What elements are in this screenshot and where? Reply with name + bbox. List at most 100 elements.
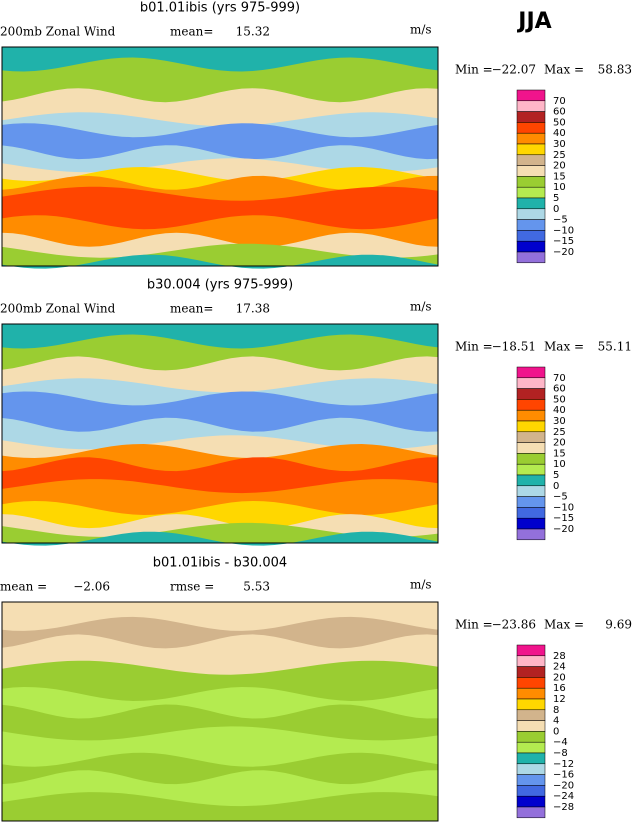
map-frame [1,601,439,822]
min-value: −23.86 [492,618,536,632]
colorbar-box [516,763,546,775]
colorbar-label: 5 [553,193,559,204]
colorbar-label: −4 [553,737,568,748]
colorbar-box [516,774,546,786]
colorbar-label: 12 [553,694,566,705]
colorbar-box [516,122,546,134]
colorbar-label: 15 [553,448,566,459]
colorbar-box [516,655,546,667]
max-label: Max = [544,618,584,632]
min-label: Min = [455,63,493,77]
max-value: 55.11 [598,340,632,354]
colorbar-box [516,752,546,765]
stat-label: mean= [170,302,213,316]
colorbar-box [516,806,546,819]
colorbar-label: 60 [553,107,566,118]
stat-value: −2.06 [73,580,110,594]
colorbar-label: −20 [553,524,574,535]
panel-title: b01.01ibis - b30.004 [153,556,287,571]
colorbar-label: −20 [553,247,574,258]
colorbar-box [516,197,546,210]
map-frame [1,323,439,544]
colorbar-label: 28 [553,651,566,662]
colorbar-label: −28 [553,802,574,813]
colorbar-label: 70 [553,96,566,107]
colorbar-box [516,741,546,754]
colorbar-label: 25 [553,427,566,438]
colorbar-label: 0 [553,726,559,737]
stat-value: 17.38 [236,302,270,316]
colorbar-box [516,420,546,433]
variable: 200mb Zonal Wind [0,302,116,316]
colorbar-box [516,409,546,422]
max-value: 58.83 [598,63,632,77]
colorbar-box [516,431,546,443]
colorbar-box [516,186,546,199]
colorbar-label: −8 [553,748,568,759]
colorbar-label: 5 [553,470,559,481]
colorbar-box [516,132,546,145]
colorbar-box [516,507,546,519]
stat-value: 15.32 [236,25,270,39]
colorbar-label: 20 [553,438,566,449]
variable: 200mb Zonal Wind [0,25,116,39]
colorbar-box [516,442,546,454]
min-value: −22.07 [492,63,536,77]
colorbar-box [516,176,546,188]
colorbar-label: 30 [553,139,566,150]
units: m/s [410,578,432,592]
colorbar-label: −5 [553,492,568,503]
colorbar-label: −15 [553,236,574,247]
colorbar-box [516,687,546,700]
colorbar-box [516,485,546,497]
colorbar-box [516,720,546,732]
colorbar-box [516,165,546,177]
colorbar-box [516,528,546,541]
colorbar-box [516,251,546,264]
colorbar-box [516,377,546,389]
colorbar-box [516,474,546,487]
colorbar-label: −12 [553,759,574,770]
colorbar-box [516,89,546,102]
map [1,323,439,546]
contour-band [2,254,438,269]
colorbar-label: 0 [553,481,559,492]
colorbar-box [516,677,546,689]
colorbar-label: 70 [553,373,566,384]
colorbar-box [516,399,546,411]
colorbar-label: 10 [553,182,566,193]
colorbar-label: −20 [553,780,574,791]
stat-label: mean = [0,580,47,594]
colorbar-box [516,709,546,721]
colorbar-box [516,496,546,508]
units: m/s [410,23,432,37]
units: m/s [410,300,432,314]
colorbar-label: −10 [553,225,574,236]
colorbar-box [516,795,546,808]
colorbar-box [516,644,546,657]
colorbar-box [516,230,546,242]
stat2-label: rmse = [170,580,214,594]
colorbar-label: 0 [553,204,559,215]
colorbar-box [516,100,546,112]
max-value: 9.69 [605,618,632,632]
colorbar-box [516,698,546,711]
colorbar-box [516,366,546,379]
min-label: Min = [455,340,493,354]
panel-title: b01.01ibis (yrs 975-999) [140,1,300,16]
colorbar-label: 10 [553,459,566,470]
colorbar-label: −15 [553,513,574,524]
season: JJA [516,9,551,34]
colorbar-box [516,240,546,253]
colorbar-box [516,785,546,797]
map [1,601,439,822]
colorbar-label: 50 [553,394,566,405]
max-label: Max = [544,63,584,77]
colorbar-box [516,666,546,678]
stat2-value: 5.53 [243,580,270,594]
colorbar-label: 30 [553,416,566,427]
colorbar-label: 15 [553,171,566,182]
colorbar-label: 25 [553,150,566,161]
map [1,46,439,269]
